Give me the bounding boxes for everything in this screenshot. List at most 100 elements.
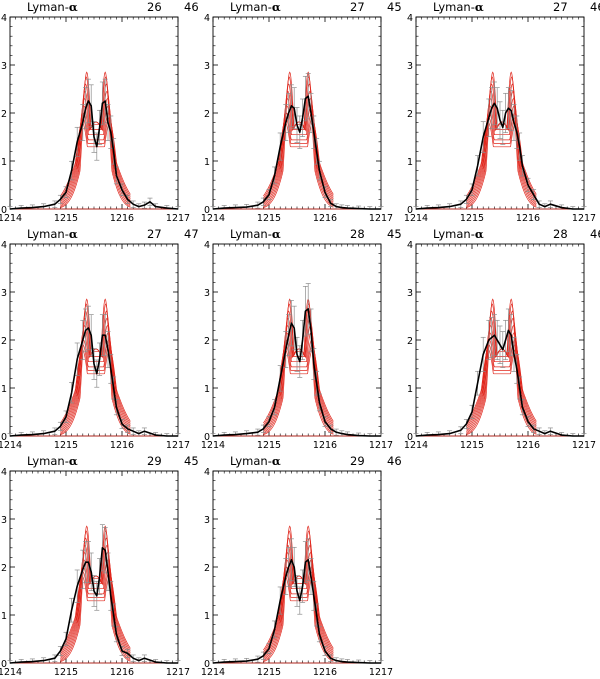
panel-index-b: 45 bbox=[387, 227, 402, 241]
spectrum-panel: Lyman-α 27 45 0 1 2 3 4 1214 1215 1216 1217 bbox=[201, 0, 402, 225]
x-tick-label: 1217 bbox=[369, 440, 393, 451]
axis-box bbox=[9, 470, 179, 664]
panel-title-greek: α bbox=[271, 227, 281, 241]
y-tick-label: 2 bbox=[204, 109, 210, 120]
x-tick-label: 1216 bbox=[110, 440, 134, 451]
model-curve bbox=[60, 105, 131, 202]
observed-spectrum-line bbox=[415, 329, 584, 437]
panel-title-greek: α bbox=[68, 454, 78, 468]
y-tick-label: 0 bbox=[407, 432, 413, 443]
model-curve bbox=[466, 317, 537, 432]
spectrum-panel: Lyman-α 27 46 0 1 2 3 4 1214 1215 1216 1217 bbox=[404, 0, 600, 225]
y-tick-label: 3 bbox=[1, 61, 7, 72]
model-curve bbox=[263, 552, 334, 658]
y-tick-label: 1 bbox=[204, 157, 210, 168]
panel-index-a: 28 bbox=[350, 227, 365, 241]
panel-index-b: 46 bbox=[590, 0, 600, 14]
model-curve bbox=[60, 122, 131, 197]
y-tick-label: 0 bbox=[204, 659, 210, 670]
spectrum-panel: Lyman-α 26 46 0 1 2 3 4 1214 1215 1216 1217 bbox=[0, 0, 199, 225]
panel-title-line: Lyman-α bbox=[27, 227, 78, 241]
axis-box bbox=[9, 243, 179, 437]
x-tick-label: 1215 bbox=[257, 440, 281, 451]
x-tick-label: 1217 bbox=[369, 667, 393, 678]
y-tick-label: 2 bbox=[1, 336, 7, 347]
panel-title-greek: α bbox=[474, 0, 484, 14]
model-curve bbox=[60, 332, 131, 429]
y-tick-label: 3 bbox=[204, 288, 210, 299]
panel-index-b: 46 bbox=[184, 0, 199, 14]
y-tick-label: 2 bbox=[407, 109, 413, 120]
x-tick-label: 1215 bbox=[54, 213, 78, 224]
model-curve bbox=[466, 122, 537, 197]
spectrum-panel: Lyman-α 27 47 0 1 2 3 4 1214 1215 1216 1217 bbox=[0, 227, 199, 452]
panel-title-text: Lyman- bbox=[27, 454, 69, 468]
y-tick-label: 4 bbox=[407, 13, 413, 24]
x-tick-label: 1215 bbox=[257, 213, 281, 224]
model-curve bbox=[263, 112, 334, 201]
y-tick-label: 4 bbox=[1, 240, 7, 251]
panel-title-line: Lyman-α bbox=[230, 454, 281, 468]
y-tick-label: 0 bbox=[407, 205, 413, 216]
x-tick-label: 1216 bbox=[110, 667, 134, 678]
x-tick-label: 1216 bbox=[110, 213, 134, 224]
panel-title-line: Lyman-α bbox=[27, 454, 78, 468]
panel-title-line: Lyman-α bbox=[230, 0, 281, 14]
y-tick-label: 2 bbox=[204, 336, 210, 347]
y-tick-label: 3 bbox=[1, 288, 7, 299]
x-tick-label: 1216 bbox=[313, 667, 337, 678]
y-tick-label: 1 bbox=[1, 157, 7, 168]
panel-title-line: Lyman-α bbox=[433, 227, 484, 241]
model-curve bbox=[466, 83, 537, 207]
observed-spectrum-line bbox=[212, 559, 381, 664]
observed-spectrum-line bbox=[212, 308, 381, 437]
x-tick-label: 1217 bbox=[369, 213, 393, 224]
panel-index-b: 46 bbox=[387, 454, 402, 468]
model-curve bbox=[466, 98, 537, 204]
panel-title-line: Lyman-α bbox=[230, 227, 281, 241]
panel-title-text: Lyman- bbox=[230, 454, 272, 468]
x-tick-label: 1214 bbox=[404, 213, 428, 224]
model-curve bbox=[263, 537, 334, 661]
y-tick-label: 3 bbox=[204, 61, 210, 72]
x-tick-label: 1214 bbox=[0, 440, 22, 451]
observed-spectrum-line bbox=[415, 102, 584, 210]
panel-index-a: 26 bbox=[147, 0, 162, 14]
panel-title-line: Lyman-α bbox=[433, 0, 484, 14]
y-tick-label: 0 bbox=[1, 205, 7, 216]
panel-title-greek: α bbox=[271, 454, 281, 468]
x-tick-label: 1215 bbox=[460, 440, 484, 451]
y-tick-label: 1 bbox=[407, 384, 413, 395]
x-tick-label: 1217 bbox=[572, 440, 596, 451]
y-tick-label: 3 bbox=[407, 61, 413, 72]
y-tick-label: 2 bbox=[204, 563, 210, 574]
panel-index-a: 27 bbox=[553, 0, 568, 14]
model-curve bbox=[466, 349, 537, 424]
panel-index-b: 46 bbox=[590, 227, 600, 241]
spectrum-panel: Lyman-α 28 45 0 1 2 3 4 1214 1215 1216 1217 bbox=[201, 227, 402, 452]
x-tick-label: 1215 bbox=[54, 440, 78, 451]
x-tick-label: 1216 bbox=[313, 440, 337, 451]
model-curve bbox=[263, 349, 334, 424]
panel-plot: 0 1 2 3 4 1214 1215 1216 1217 bbox=[201, 13, 393, 224]
panel-title-text: Lyman- bbox=[27, 227, 69, 241]
model-curve bbox=[263, 559, 334, 656]
x-tick-label: 1216 bbox=[516, 440, 540, 451]
model-curve bbox=[263, 544, 334, 659]
panel-index-b: 45 bbox=[387, 0, 402, 14]
observed-spectrum-line bbox=[9, 327, 178, 437]
x-tick-label: 1214 bbox=[201, 440, 225, 451]
model-curve bbox=[466, 105, 537, 202]
model-curve bbox=[60, 90, 131, 205]
y-tick-label: 1 bbox=[204, 384, 210, 395]
panel-plot: 0 1 2 3 4 1214 1215 1216 1217 bbox=[404, 240, 596, 451]
panel-index-a: 29 bbox=[147, 454, 162, 468]
x-tick-label: 1214 bbox=[404, 440, 428, 451]
model-curve bbox=[466, 332, 537, 429]
panel-index-b: 47 bbox=[184, 227, 199, 241]
spectrum-panel: Lyman-α 29 45 0 1 2 3 4 1214 1215 1216 1217 bbox=[0, 454, 199, 679]
y-tick-label: 3 bbox=[204, 515, 210, 526]
model-curve bbox=[60, 559, 131, 656]
panel-index-b: 45 bbox=[184, 454, 199, 468]
y-tick-label: 4 bbox=[1, 13, 7, 24]
